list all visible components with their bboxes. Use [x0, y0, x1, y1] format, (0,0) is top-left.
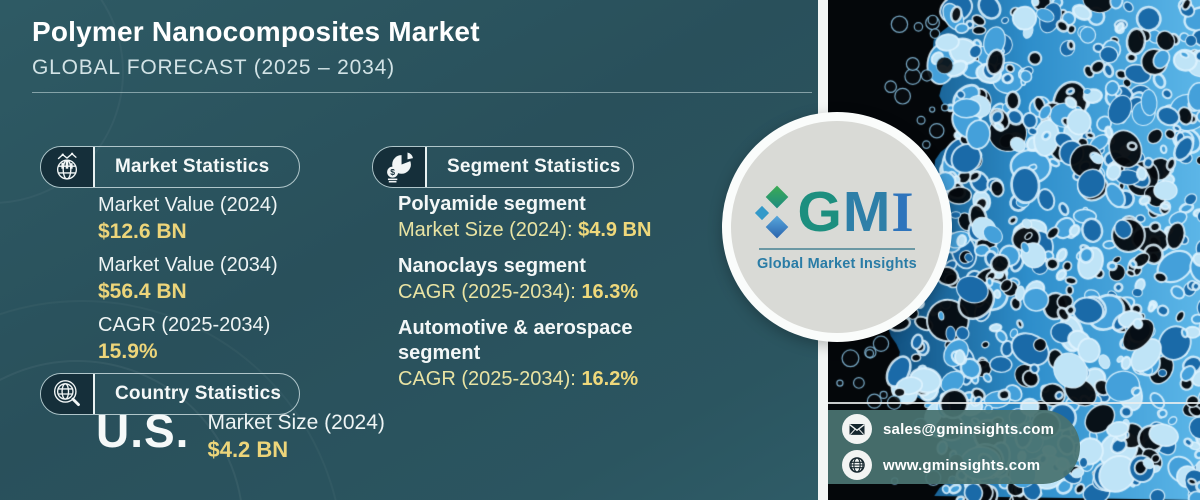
country-stat: Market Size (2024) $4.2 BN: [207, 404, 384, 464]
stat-value: 15.9%: [98, 340, 158, 363]
stat-label: CAGR (2025-2034): [98, 314, 271, 336]
segment-statistics-list: Polyamide segment Market Size (2024): $4…: [398, 192, 688, 392]
segment-statistics-header: $ Segment Statistics: [372, 146, 634, 188]
page-title: Polymer Nanocomposites Market: [32, 16, 480, 47]
segment-value: 16.2%: [581, 368, 639, 390]
segment-value: $4.9 BN: [578, 219, 652, 241]
segment-name: Polyamide segment: [398, 193, 586, 215]
segment-item-nanoclays: Nanoclays segment CAGR (2025-2034): 16.3…: [398, 254, 688, 305]
segment-stat: Market Size (2024): $4.9 BN: [398, 217, 688, 243]
globe-icon: [842, 450, 872, 480]
stat-label: Market Size (2024): [207, 411, 385, 434]
country-statistics-label: Country Statistics: [115, 383, 282, 404]
gmi-letters: GMI: [797, 182, 914, 243]
pie-chart-coin-icon: $: [373, 147, 427, 187]
segment-value: 16.3%: [581, 281, 639, 303]
segment-stat: CAGR (2025-2034): 16.2%: [398, 366, 688, 392]
photo-divider-line: [828, 402, 1200, 404]
market-statistics-list: Market Value (2024) $12.6 BN Market Valu…: [98, 192, 278, 365]
svg-text:$: $: [390, 167, 395, 177]
page-subtitle: GLOBAL FORECAST (2025 – 2034): [32, 56, 395, 79]
segment-item-polyamide: Polyamide segment Market Size (2024): $4…: [398, 192, 688, 243]
logo-underline: [759, 248, 915, 250]
gmi-diamonds-icon: [755, 183, 791, 243]
gmi-logo-badge: GMI Global Market Insights: [722, 112, 952, 342]
globe-magnifier-icon: [41, 374, 95, 414]
contact-website: www.gminsights.com: [883, 456, 1041, 474]
header-divider: [32, 92, 812, 93]
segment-stat: CAGR (2025-2034): 16.3%: [398, 279, 688, 305]
segment-metric: CAGR (2025-2034):: [398, 281, 576, 303]
stat-label: Market Value (2024): [98, 194, 278, 216]
stat-item-market-value-2024: Market Value (2024) $12.6 BN: [98, 192, 278, 245]
contact-website-row[interactable]: www.gminsights.com: [842, 450, 1080, 480]
stat-item-market-value-2034: Market Value (2034) $56.4 BN: [98, 252, 278, 305]
logo-tagline: Global Market Insights: [757, 256, 917, 272]
segment-item-automotive-aerospace: Automotive & aerospace segment CAGR (202…: [398, 316, 688, 392]
content-panel: Polymer Nanocomposites Market GLOBAL FOR…: [0, 0, 812, 500]
logo-letter-i: I: [891, 181, 915, 244]
stat-value: $4.2 BN: [207, 437, 289, 462]
contact-email-row[interactable]: sales@gminsights.com: [842, 414, 1080, 444]
gmi-logo: GMI Global Market Insights: [755, 182, 917, 272]
market-statistics-label: Market Statistics: [115, 156, 270, 177]
segment-statistics-label: Segment Statistics: [447, 156, 621, 177]
country-statistics-header: Country Statistics: [40, 373, 300, 415]
segment-name: Nanoclays segment: [398, 255, 586, 277]
logo-letter-g: G: [797, 180, 843, 244]
chart-globe-icon: [41, 147, 95, 187]
segment-name: Automotive & aerospace segment: [398, 317, 633, 364]
contact-email: sales@gminsights.com: [883, 420, 1055, 438]
stat-value: $12.6 BN: [98, 220, 187, 243]
contact-panel: sales@gminsights.com www.gminsights.com: [828, 410, 1080, 484]
market-statistics-header: Market Statistics: [40, 146, 300, 188]
envelope-icon: [842, 414, 872, 444]
country-statistics-row: U.S. Market Size (2024) $4.2 BN: [96, 404, 385, 464]
stat-label: Market Value (2034): [98, 254, 278, 276]
stat-item-cagr: CAGR (2025-2034) 15.9%: [98, 312, 278, 365]
country-name: U.S.: [96, 405, 190, 457]
segment-metric: CAGR (2025-2034):: [398, 368, 576, 390]
segment-metric: Market Size (2024):: [398, 219, 573, 241]
logo-letter-m: M: [842, 180, 892, 244]
stat-value: $56.4 BN: [98, 280, 187, 303]
